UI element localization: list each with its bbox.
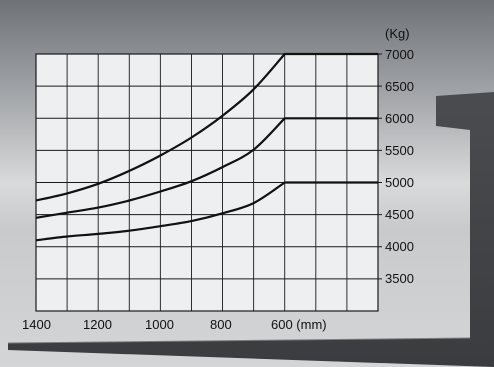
y-unit-label: (Kg) bbox=[385, 26, 410, 41]
load-curve-1 bbox=[35, 52, 378, 202]
x-tick-800: 800 bbox=[210, 317, 232, 332]
load-curve-3 bbox=[35, 181, 378, 242]
y-tick-6500: 6500 bbox=[385, 79, 414, 94]
y-tick-3500: 3500 bbox=[385, 271, 414, 286]
fork-shape bbox=[8, 92, 494, 367]
x-tick-1400: 1400 bbox=[22, 317, 51, 332]
fork-highlight bbox=[7, 337, 471, 344]
curves bbox=[35, 52, 378, 242]
load-curve-2 bbox=[35, 117, 378, 219]
y-tick-6000: 6000 bbox=[385, 111, 414, 126]
y-tick-7000: 7000 bbox=[385, 47, 414, 62]
x-tick-600: 600 (mm) bbox=[271, 317, 327, 332]
y-tick-4500: 4500 bbox=[385, 207, 414, 222]
x-tick-1000: 1000 bbox=[145, 317, 174, 332]
y-tick-5500: 5500 bbox=[385, 143, 414, 158]
y-tick-4000: 4000 bbox=[385, 239, 414, 254]
x-tick-1200: 1200 bbox=[83, 317, 112, 332]
y-tick-5000: 5000 bbox=[385, 175, 414, 190]
